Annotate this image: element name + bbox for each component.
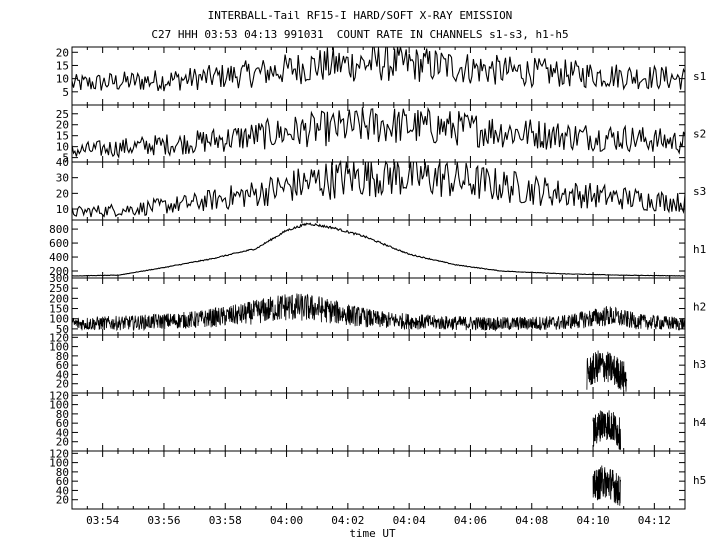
y-tick-label: 20 bbox=[56, 436, 69, 449]
y-tick-label: 25 bbox=[56, 108, 69, 121]
y-tick-label: 200 bbox=[49, 265, 69, 278]
y-tick-label: 10 bbox=[56, 203, 69, 216]
y-tick-label: 20 bbox=[56, 378, 69, 391]
y-tick-label: 120 bbox=[49, 447, 69, 460]
series-line-h3 bbox=[586, 350, 628, 392]
y-tick-label: 80 bbox=[56, 350, 69, 363]
x-tick-label: 04:10 bbox=[576, 514, 609, 527]
y-tick-label: 300 bbox=[49, 272, 69, 285]
x-tick-label: 04:04 bbox=[393, 514, 426, 527]
y-tick-label: 15 bbox=[56, 59, 69, 72]
y-tick-label: 20 bbox=[56, 119, 69, 132]
panel-frame-h2 bbox=[71, 277, 686, 336]
x-tick-label: 04:02 bbox=[331, 514, 364, 527]
x-tick-label: 04:08 bbox=[515, 514, 548, 527]
series-label-h3: h3 bbox=[693, 358, 706, 371]
y-tick-label: 15 bbox=[56, 130, 69, 143]
series-line-h5 bbox=[592, 465, 621, 506]
y-tick-label: 50 bbox=[56, 323, 69, 336]
series-label-h4: h4 bbox=[693, 416, 707, 429]
x-tick-label: 03:56 bbox=[147, 514, 180, 527]
y-tick-label: 100 bbox=[49, 313, 69, 326]
series-label-s2: s2 bbox=[693, 128, 706, 141]
series-label-s3: s3 bbox=[693, 185, 706, 198]
y-tick-label: 60 bbox=[56, 417, 69, 430]
y-tick-label: 20 bbox=[56, 187, 69, 200]
series-label-h2: h2 bbox=[693, 301, 706, 314]
panel-frame-h1 bbox=[71, 219, 686, 279]
y-tick-label: 5 bbox=[62, 86, 69, 99]
y-tick-label: 60 bbox=[56, 359, 69, 372]
x-tick-label: 03:58 bbox=[209, 514, 242, 527]
y-tick-label: 120 bbox=[49, 331, 69, 344]
y-tick-label: 5 bbox=[62, 152, 69, 165]
series-line-s2 bbox=[71, 106, 686, 159]
y-tick-label: 100 bbox=[49, 457, 69, 470]
y-tick-label: 80 bbox=[56, 466, 69, 479]
series-label-h5: h5 bbox=[693, 474, 706, 487]
y-tick-label: 200 bbox=[49, 292, 69, 305]
x-tick-label: 04:12 bbox=[638, 514, 671, 527]
y-tick-label: 100 bbox=[49, 341, 69, 354]
y-tick-label: 30 bbox=[56, 172, 69, 185]
y-tick-label: 60 bbox=[56, 475, 69, 488]
y-tick-label: 250 bbox=[49, 282, 69, 295]
chart-subtitle: C27 HHH 03:53 04:13 991031 COUNT RATE IN… bbox=[151, 28, 569, 41]
chart-title: INTERBALL-Tail RF15-I HARD/SOFT X-RAY EM… bbox=[207, 9, 513, 22]
y-tick-label: 400 bbox=[49, 251, 69, 264]
y-tick-label: 10 bbox=[56, 141, 69, 154]
y-tick-label: 100 bbox=[49, 399, 69, 412]
x-tick-label: 04:00 bbox=[270, 514, 303, 527]
series-line-h4 bbox=[592, 410, 621, 450]
x-tick-label: 03:54 bbox=[86, 514, 119, 527]
x-axis-label: time UT bbox=[349, 527, 396, 540]
y-tick-label: 40 bbox=[56, 426, 69, 439]
series-line-s3 bbox=[71, 159, 686, 218]
y-tick-label: 10 bbox=[56, 73, 69, 86]
x-tick-label: 04:06 bbox=[454, 514, 487, 527]
y-tick-label: 800 bbox=[49, 223, 69, 236]
y-tick-label: 80 bbox=[56, 408, 69, 421]
y-tick-label: 20 bbox=[56, 46, 69, 59]
y-tick-label: 20 bbox=[56, 494, 69, 507]
series-line-h1 bbox=[72, 222, 686, 277]
series-line-h2 bbox=[71, 293, 686, 332]
y-tick-label: 40 bbox=[56, 484, 69, 497]
series-line-s1 bbox=[71, 46, 686, 92]
y-tick-label: 120 bbox=[49, 389, 69, 402]
series-label-s1: s1 bbox=[693, 70, 706, 83]
series-label-h1: h1 bbox=[693, 243, 706, 256]
y-tick-label: 150 bbox=[49, 303, 69, 316]
y-tick-label: 40 bbox=[56, 156, 69, 169]
y-tick-label: 40 bbox=[56, 368, 69, 381]
y-tick-label: 600 bbox=[49, 237, 69, 250]
